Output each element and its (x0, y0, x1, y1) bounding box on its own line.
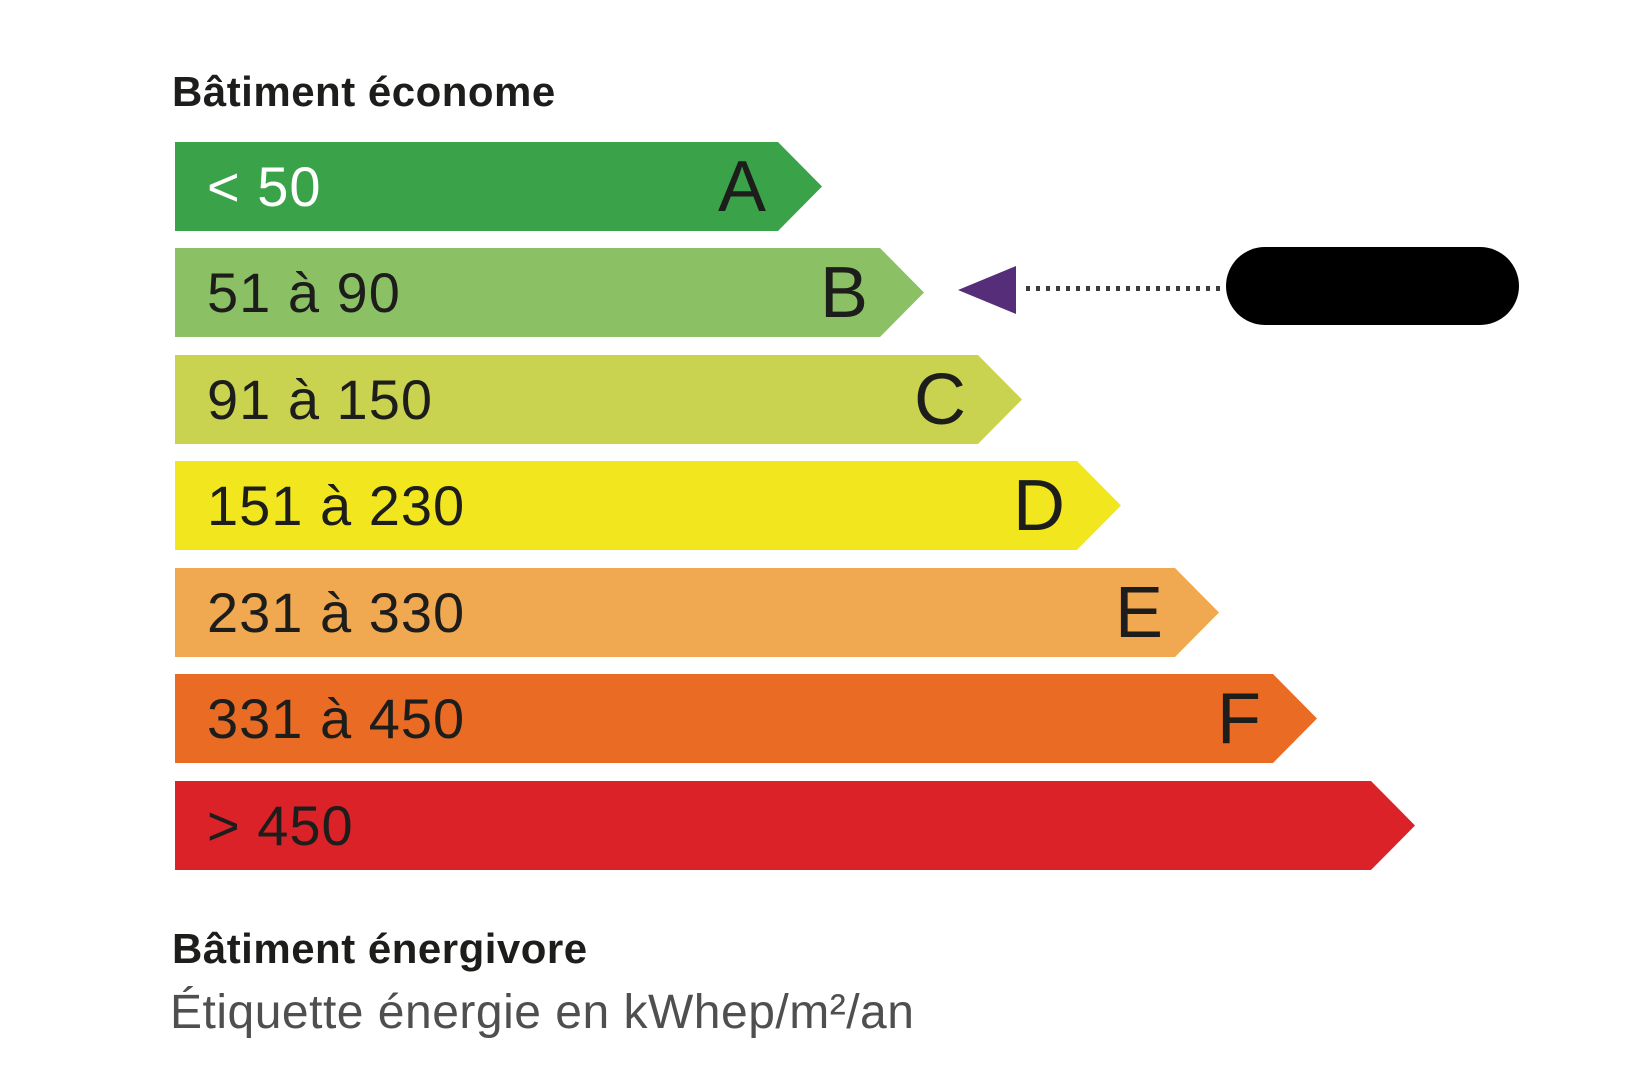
energy-class-letter: D (1013, 465, 1065, 546)
energy-class-bar-c: 91 à 150 C (175, 355, 1022, 444)
energy-class-letter: F (1217, 678, 1261, 759)
energy-range-label: > 450 (207, 794, 354, 857)
scale-top-label: Bâtiment économe (172, 68, 556, 115)
energy-class-letter: E (1114, 572, 1163, 653)
energy-range-label: 231 à 330 (207, 581, 466, 644)
scale-bottom-label: Bâtiment énergivore (172, 925, 588, 972)
energy-range-label: 51 à 90 (207, 261, 401, 324)
energy-class-bar-b: 51 à 90 B (175, 248, 924, 337)
current-class-arrow-icon (958, 266, 1016, 314)
energy-class-bar-d: 151 à 230 D (175, 461, 1121, 550)
energy-class-letter: A (717, 146, 766, 227)
redacted-value-overlay (1226, 247, 1519, 325)
energy-class-letter: B (819, 252, 868, 333)
chart-caption: Étiquette énergie en kWhep/m²/an (170, 986, 915, 1039)
energy-range-label: < 50 (207, 155, 322, 218)
dotted-leader-line (1026, 286, 1222, 291)
energy-range-label: 331 à 450 (207, 687, 466, 750)
energy-class-letter: C (914, 359, 966, 440)
energy-range-label: 91 à 150 (207, 368, 433, 431)
energy-class-bar-e: 231 à 330 E (175, 568, 1219, 657)
energy-class-bar-g: > 450 (175, 781, 1415, 870)
energy-class-bar-f: 331 à 450 F (175, 674, 1317, 763)
energy-range-label: 151 à 230 (207, 474, 466, 537)
energy-class-bar-a: < 50 A (175, 142, 822, 231)
